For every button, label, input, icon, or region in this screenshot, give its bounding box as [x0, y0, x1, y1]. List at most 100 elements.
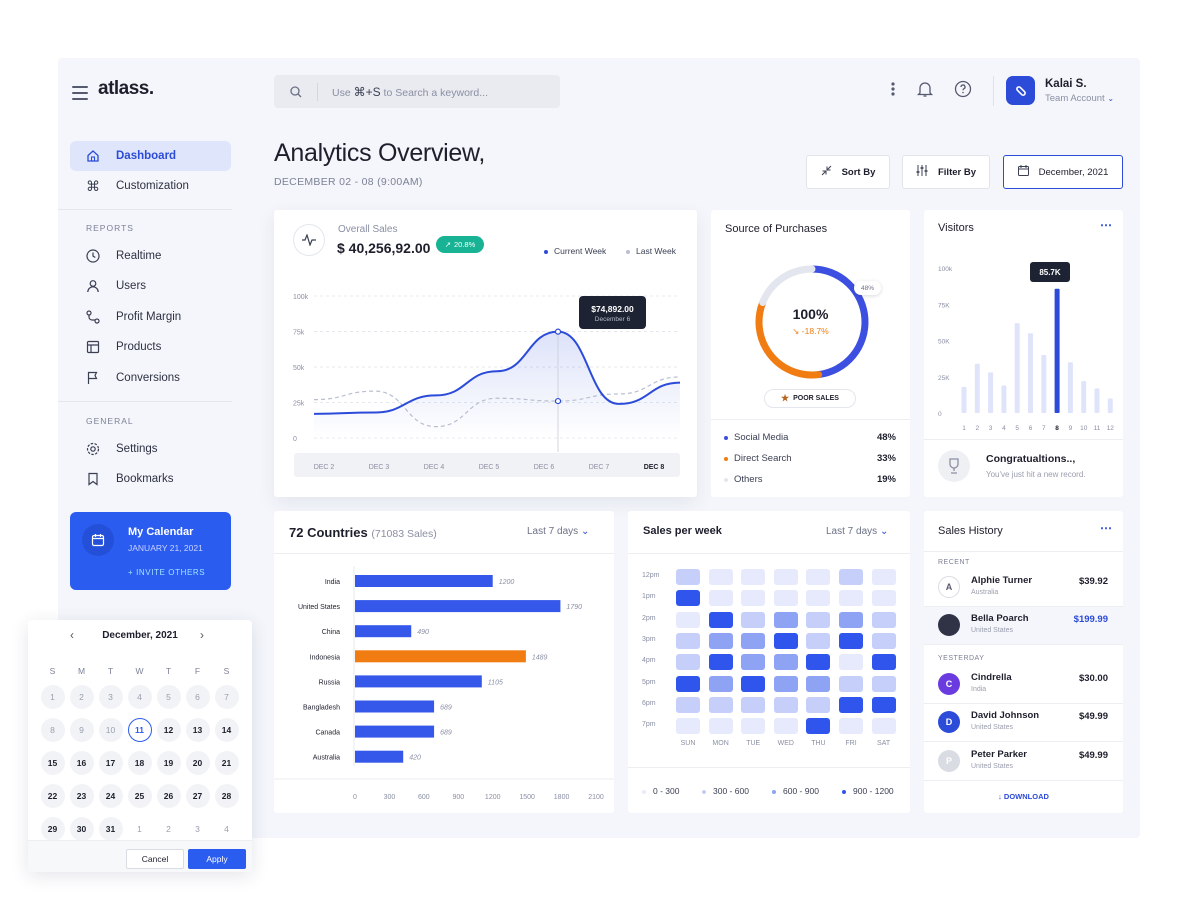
heatmap-cell[interactable]: [708, 654, 733, 671]
heatmap-cell[interactable]: [708, 569, 733, 585]
calendar-day[interactable]: 8: [40, 718, 65, 742]
heatmap-cell[interactable]: [676, 632, 700, 649]
heatmap-cell[interactable]: [708, 632, 733, 649]
heatmap-cell[interactable]: [708, 675, 733, 692]
calendar-day[interactable]: 1: [137, 824, 142, 834]
more-icon[interactable]: ⋯: [1100, 521, 1112, 535]
calendar-day[interactable]: 3: [195, 824, 200, 834]
heatmap-cell[interactable]: [773, 696, 798, 713]
calendar-day[interactable]: 26: [156, 784, 181, 808]
calendar-day[interactable]: 9: [69, 718, 94, 742]
calendar-day[interactable]: 15: [40, 751, 65, 775]
heatmap-cell[interactable]: [773, 654, 798, 671]
sidebar-item-bookmarks[interactable]: Bookmarks: [70, 464, 231, 494]
heatmap-cell[interactable]: [871, 611, 896, 628]
heatmap-cell[interactable]: [708, 590, 733, 607]
heatmap-cell[interactable]: [806, 569, 831, 585]
calendar-day[interactable]: 13: [185, 718, 210, 742]
heatmap-cell[interactable]: [871, 632, 896, 649]
heatmap-cell[interactable]: [806, 654, 831, 671]
calendar-day[interactable]: 7: [214, 685, 239, 709]
sales-history-row[interactable]: P Peter Parker United States $49.99: [924, 743, 1123, 781]
heatmap-cell[interactable]: [871, 569, 896, 585]
calendar-day[interactable]: 23: [69, 784, 94, 808]
heatmap-cell[interactable]: [773, 569, 798, 585]
heatmap-cell[interactable]: [839, 590, 863, 607]
heatmap-cell[interactable]: [871, 654, 896, 671]
calendar-day[interactable]: 24: [98, 784, 123, 808]
heatmap-cell[interactable]: [839, 654, 863, 671]
filter-by-button[interactable]: Filter By: [902, 155, 990, 189]
heatmap-cell[interactable]: [676, 696, 700, 713]
heatmap-cell[interactable]: [676, 675, 700, 692]
heatmap-cell[interactable]: [839, 569, 863, 585]
heatmap-cell[interactable]: [773, 718, 798, 735]
chevron-right-icon[interactable]: ›: [200, 628, 204, 642]
calendar-day[interactable]: 30: [69, 817, 94, 841]
heatmap-cell[interactable]: [839, 718, 863, 735]
heatmap-cell[interactable]: [871, 696, 896, 713]
calendar-day[interactable]: 1: [40, 685, 65, 709]
countries-range-select[interactable]: Last 7 days ⌄: [527, 526, 590, 537]
heatmap-cell[interactable]: [806, 590, 831, 607]
calendar-day[interactable]: 20: [185, 751, 210, 775]
user-role[interactable]: Team Account ⌄: [1045, 93, 1115, 104]
calendar-day[interactable]: 21: [214, 751, 239, 775]
heatmap-cell[interactable]: [839, 611, 863, 628]
calendar-day[interactable]: 18: [127, 751, 152, 775]
heatmap-cell[interactable]: [773, 590, 798, 607]
heatmap-cell[interactable]: [741, 590, 766, 607]
calendar-day[interactable]: 11: [127, 718, 152, 742]
my-calendar-card[interactable]: My Calendar JANUARY 21, 2021 + INVITE OT…: [70, 512, 231, 590]
date-picker-button[interactable]: December, 2021: [1003, 155, 1123, 189]
sort-by-button[interactable]: Sort By: [806, 155, 890, 189]
heatmap-cell[interactable]: [806, 696, 831, 713]
heatmap-cell[interactable]: [741, 654, 766, 671]
calendar-day[interactable]: 12: [156, 718, 181, 742]
sales-history-row[interactable]: A Alphie Turner Australia $39.92: [924, 569, 1123, 607]
heatmap-cell[interactable]: [806, 611, 831, 628]
calendar-day[interactable]: 4: [127, 685, 152, 709]
calendar-day[interactable]: 25: [127, 784, 152, 808]
calendar-day[interactable]: 6: [185, 685, 210, 709]
sidebar-item-settings[interactable]: Settings: [70, 434, 231, 464]
heatmap-cell[interactable]: [676, 718, 700, 735]
heatmap-cell[interactable]: [676, 590, 700, 607]
heatmap-cell[interactable]: [741, 632, 766, 649]
heatmap-cell[interactable]: [741, 696, 766, 713]
calendar-day[interactable]: 10: [98, 718, 123, 742]
heatmap-cell[interactable]: [708, 611, 733, 628]
sidebar-item-users[interactable]: Users: [70, 271, 231, 301]
calendar-day[interactable]: 28: [214, 784, 239, 808]
sidebar-item-dashboard[interactable]: Dashboard: [70, 141, 231, 171]
calendar-day[interactable]: 27: [185, 784, 210, 808]
user-avatar[interactable]: [1006, 76, 1035, 105]
menu-icon[interactable]: [72, 86, 88, 100]
calendar-day[interactable]: 17: [98, 751, 123, 775]
more-vertical-icon[interactable]: [890, 81, 896, 102]
heatmap-cell[interactable]: [708, 718, 733, 735]
heatmap-cell[interactable]: [676, 654, 700, 671]
heatmap-cell[interactable]: [741, 718, 766, 735]
heatmap-cell[interactable]: [773, 675, 798, 692]
sales-week-range-select[interactable]: Last 7 days ⌄: [826, 526, 889, 537]
calendar-day[interactable]: 3: [98, 685, 123, 709]
sidebar-item-conversions[interactable]: Conversions: [70, 363, 231, 393]
sidebar-item-realtime[interactable]: Realtime: [70, 241, 231, 271]
calendar-day[interactable]: 22: [40, 784, 65, 808]
heatmap-cell[interactable]: [806, 675, 831, 692]
calendar-day[interactable]: 31: [98, 817, 123, 841]
more-icon[interactable]: ⋯: [1100, 218, 1112, 232]
cancel-button[interactable]: Cancel: [126, 849, 184, 869]
calendar-day[interactable]: 29: [40, 817, 65, 841]
sales-history-row[interactable]: C Cindrella India $30.00: [924, 666, 1123, 704]
sales-history-row[interactable]: Bella Poarch United States $199.99: [924, 607, 1123, 645]
heatmap-cell[interactable]: [741, 611, 766, 628]
heatmap-cell[interactable]: [806, 632, 831, 649]
download-button[interactable]: ↓ DOWNLOAD: [998, 792, 1049, 801]
calendar-day[interactable]: 4: [224, 824, 229, 834]
calendar-day[interactable]: 5: [156, 685, 181, 709]
heatmap-cell[interactable]: [806, 718, 831, 735]
calendar-day[interactable]: 2: [166, 824, 171, 834]
bell-icon[interactable]: [916, 80, 934, 103]
